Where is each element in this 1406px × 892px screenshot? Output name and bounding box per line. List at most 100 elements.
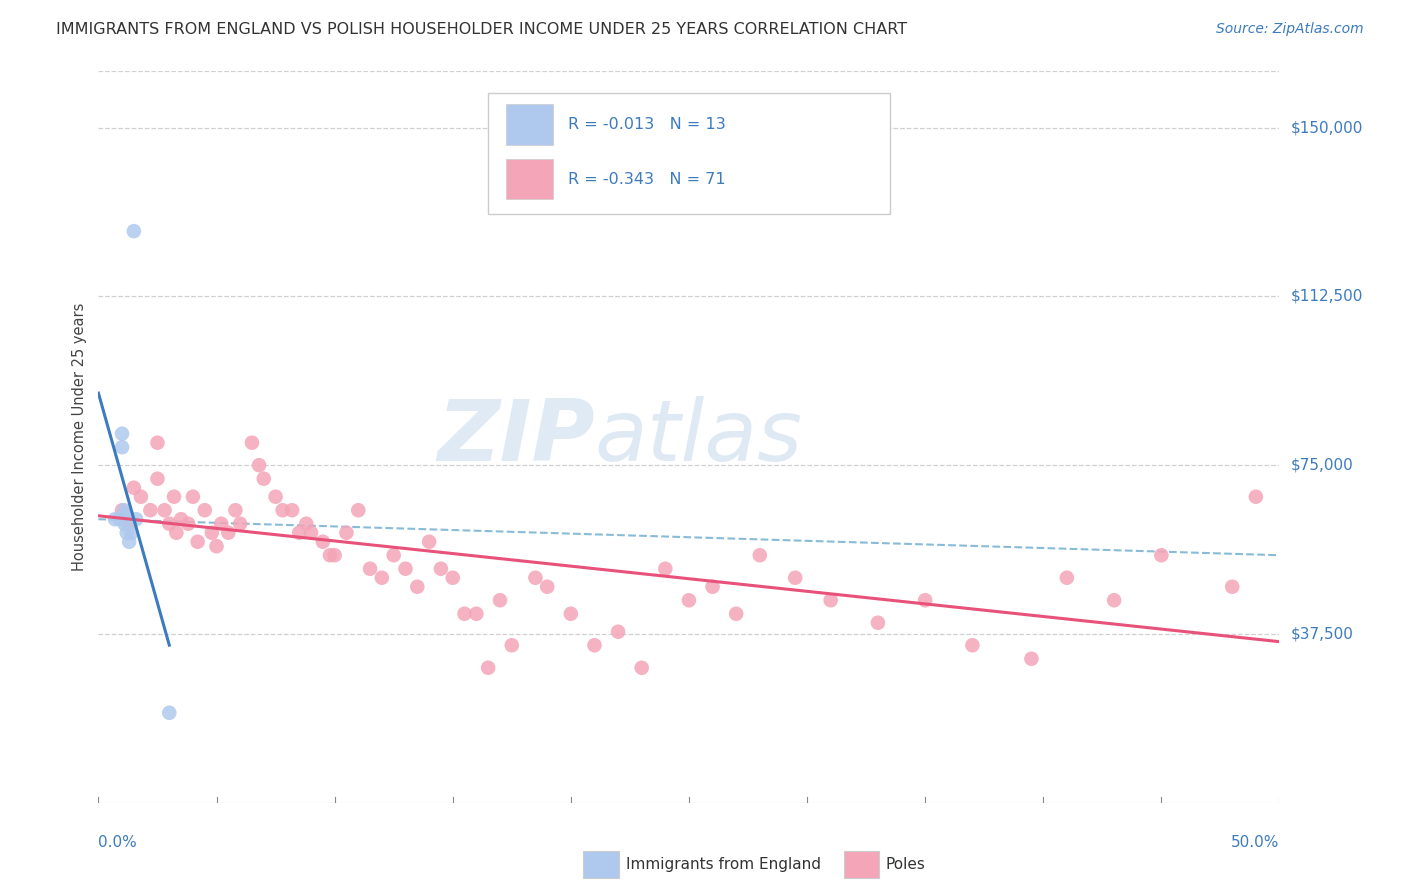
FancyBboxPatch shape <box>488 94 890 214</box>
Text: R = -0.013   N = 13: R = -0.013 N = 13 <box>568 117 727 132</box>
Text: atlas: atlas <box>595 395 803 479</box>
Point <box>111 503 134 517</box>
Point <box>430 562 453 576</box>
Point <box>122 481 145 495</box>
Point <box>1021 652 1043 666</box>
Point <box>229 516 252 531</box>
Point <box>406 580 429 594</box>
Point <box>177 516 200 531</box>
Point <box>121 525 143 540</box>
Point <box>115 525 138 540</box>
Point <box>725 607 748 621</box>
Point <box>335 525 357 540</box>
Point <box>115 508 138 522</box>
Point <box>170 512 193 526</box>
Point <box>1150 548 1173 562</box>
Point <box>125 512 148 526</box>
Point <box>295 516 318 531</box>
Point <box>118 534 141 549</box>
Point <box>866 615 889 630</box>
Point <box>418 534 440 549</box>
Point <box>139 503 162 517</box>
Point <box>748 548 770 562</box>
Point <box>181 490 204 504</box>
Point <box>453 607 475 621</box>
Point <box>501 638 523 652</box>
Point <box>1244 490 1267 504</box>
Point <box>163 490 186 504</box>
Point <box>153 503 176 517</box>
Text: Immigrants from England: Immigrants from England <box>626 857 821 871</box>
Point <box>104 512 127 526</box>
Point <box>224 503 246 517</box>
Point <box>118 516 141 531</box>
Text: $37,500: $37,500 <box>1291 626 1354 641</box>
Point <box>319 548 342 562</box>
Point <box>489 593 512 607</box>
Point <box>1220 580 1243 594</box>
Point <box>146 435 169 450</box>
Point <box>312 534 335 549</box>
Point <box>281 503 304 517</box>
Point <box>914 593 936 607</box>
Point <box>157 706 180 720</box>
Point <box>111 440 134 454</box>
Point <box>111 426 134 441</box>
Point <box>536 580 558 594</box>
Point <box>785 571 807 585</box>
Point <box>146 472 169 486</box>
Point <box>201 525 224 540</box>
Point <box>157 516 180 531</box>
Text: 0.0%: 0.0% <box>98 836 138 850</box>
Point <box>1102 593 1125 607</box>
Text: IMMIGRANTS FROM ENGLAND VS POLISH HOUSEHOLDER INCOME UNDER 25 YEARS CORRELATION : IMMIGRANTS FROM ENGLAND VS POLISH HOUSEH… <box>56 22 907 37</box>
Point <box>205 539 228 553</box>
Point <box>187 534 209 549</box>
Text: $112,500: $112,500 <box>1291 289 1362 304</box>
Point <box>108 512 131 526</box>
FancyBboxPatch shape <box>506 159 553 200</box>
Point <box>962 638 984 652</box>
Point <box>820 593 842 607</box>
Point <box>607 624 630 639</box>
Point <box>465 607 488 621</box>
Y-axis label: Householder Income Under 25 years: Householder Income Under 25 years <box>72 303 87 571</box>
Point <box>583 638 606 652</box>
Point <box>299 525 322 540</box>
Point <box>371 571 394 585</box>
Point <box>288 525 311 540</box>
Point <box>524 571 547 585</box>
Point <box>253 472 276 486</box>
Text: Source: ZipAtlas.com: Source: ZipAtlas.com <box>1216 22 1364 37</box>
Text: Poles: Poles <box>886 857 925 871</box>
Point <box>441 571 464 585</box>
Point <box>382 548 405 562</box>
Point <box>678 593 700 607</box>
Text: R = -0.343   N = 71: R = -0.343 N = 71 <box>568 172 725 187</box>
Point <box>264 490 287 504</box>
Point <box>560 607 582 621</box>
Point <box>122 224 145 238</box>
Point <box>217 525 239 540</box>
Point <box>194 503 217 517</box>
Point <box>477 661 499 675</box>
Point <box>702 580 724 594</box>
Point <box>323 548 346 562</box>
Point <box>112 516 135 531</box>
Point <box>240 435 263 450</box>
Text: $150,000: $150,000 <box>1291 120 1362 135</box>
Point <box>112 503 135 517</box>
Point <box>1056 571 1078 585</box>
Point <box>630 661 652 675</box>
Point <box>654 562 676 576</box>
Point <box>359 562 381 576</box>
Point <box>247 458 270 473</box>
Text: $75,000: $75,000 <box>1291 458 1354 473</box>
Point <box>394 562 416 576</box>
Text: 50.0%: 50.0% <box>1232 836 1279 850</box>
Point <box>209 516 232 531</box>
Point <box>165 525 187 540</box>
Point <box>271 503 294 517</box>
Text: ZIP: ZIP <box>437 395 595 479</box>
Point <box>347 503 370 517</box>
